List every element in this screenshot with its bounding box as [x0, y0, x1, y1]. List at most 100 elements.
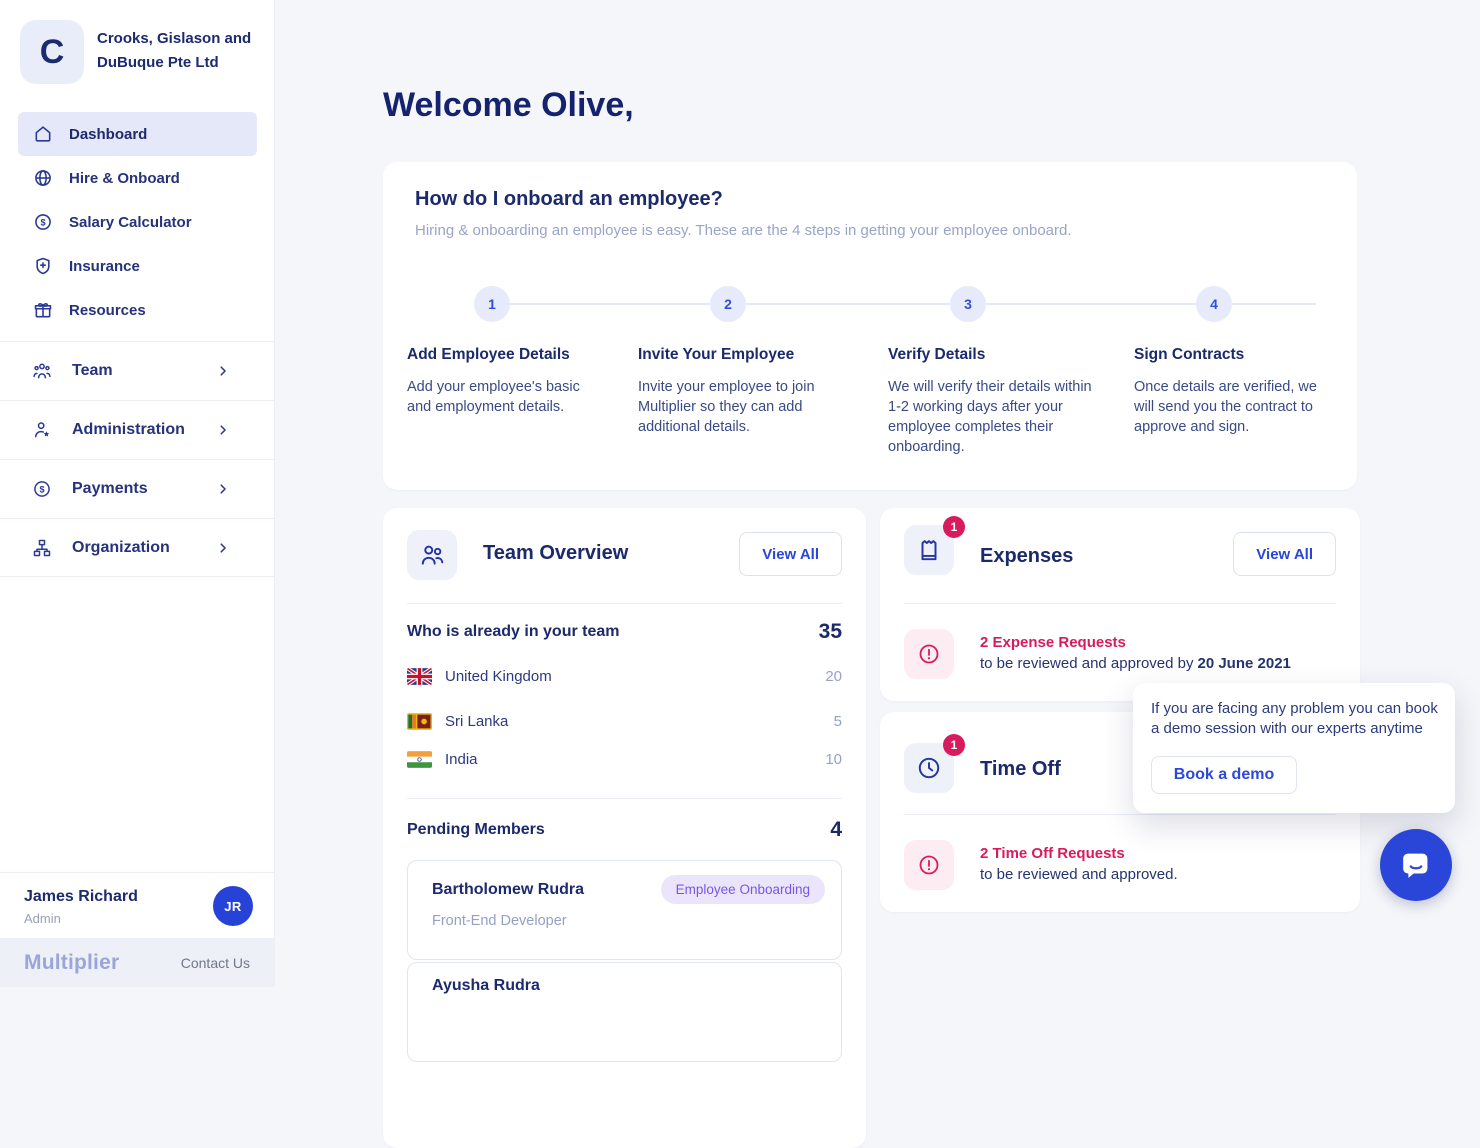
receipt-icon: 1 [904, 516, 965, 575]
step-description: We will verify their details within 1-2 … [888, 379, 1092, 455]
sidebar-item-team[interactable]: Team [0, 341, 275, 400]
pending-members-total: 4 [830, 818, 842, 841]
company-brand: C Crooks, Gislason and DuBuque Pte Ltd [20, 20, 252, 84]
sidebar-sections: Team Administration $ Payments [0, 341, 275, 577]
org-chart-icon [32, 538, 52, 558]
step-4: Sign Contracts Once details are verified… [1134, 346, 1324, 437]
team-count-label: Who is already in your team [407, 623, 620, 640]
expense-requests-link[interactable]: 2 Expense Requests [980, 634, 1126, 651]
time-off-requests-detail: to be reviewed and approved. [980, 866, 1178, 883]
primary-nav: Dashboard Hire & Onboard $ Salary Calcul… [0, 112, 275, 332]
expenses-badge: 1 [943, 516, 965, 538]
step-title: Sign Contracts [1134, 346, 1245, 363]
dollar-circle-icon: $ [33, 212, 53, 232]
sidebar-item-label: Payments [72, 480, 148, 497]
united-kingdom-flag-icon [407, 668, 432, 685]
step-title: Add Employee Details [407, 346, 570, 363]
sidebar-item-label: Resources [69, 301, 146, 319]
chevron-right-icon [216, 423, 230, 437]
book-demo-button[interactable]: Book a demo [1151, 756, 1297, 794]
sidebar-item-administration[interactable]: Administration [0, 400, 275, 459]
step-1: Add Employee Details Add your employee's… [407, 346, 587, 417]
view-all-expenses-button[interactable]: View All [1233, 532, 1336, 576]
step-description: Add your employee's basic and employment… [407, 379, 580, 415]
step-description: Once details are verified, we will send … [1134, 379, 1317, 435]
country-name: Sri Lanka [445, 713, 509, 730]
step-title: Invite Your Employee [638, 346, 795, 363]
sidebar-item-label: Hire & Onboard [69, 169, 180, 187]
pending-member-card[interactable]: Ayusha Rudra [407, 962, 842, 1062]
home-icon [33, 124, 53, 144]
expenses-title: Expenses [980, 545, 1074, 567]
pending-members-header: Pending Members 4 [407, 818, 842, 842]
demo-tooltip: If you are facing any problem you can bo… [1133, 683, 1455, 813]
onboarding-card-subtitle: Hiring & onboarding an employee is easy.… [415, 222, 1072, 239]
country-name: United Kingdom [445, 668, 552, 685]
team-overview-icon [407, 530, 457, 580]
divider [904, 814, 1336, 815]
sidebar-item-label: Administration [72, 421, 185, 438]
member-name: Ayusha Rudra [432, 977, 540, 994]
chevron-right-icon [216, 541, 230, 555]
sidebar-item-payments[interactable]: $ Payments [0, 459, 275, 518]
user-profile[interactable]: James Richard Admin JR [0, 872, 275, 938]
gift-icon [33, 300, 53, 320]
step-4-circle: 4 [1196, 286, 1232, 322]
alert-icon [904, 840, 954, 890]
country-count: 5 [833, 713, 842, 730]
globe-icon [33, 168, 53, 188]
country-row: India 10 [407, 751, 842, 768]
chevron-right-icon [216, 364, 230, 378]
divider [407, 603, 842, 604]
sidebar-item-salary-calculator[interactable]: $ Salary Calculator [18, 200, 257, 244]
time-off-title: Time Off [980, 758, 1061, 780]
expense-requests-text: to be reviewed and approved by [980, 655, 1194, 672]
divider [407, 798, 842, 799]
company-logo: C [20, 20, 84, 84]
step-connector [510, 303, 710, 305]
expense-due-date: 20 June 2021 [1197, 655, 1291, 672]
sidebar-item-dashboard[interactable]: Dashboard [18, 112, 257, 156]
alert-icon [904, 629, 954, 679]
step-2-circle: 2 [710, 286, 746, 322]
sidebar-item-label: Salary Calculator [69, 213, 192, 231]
sidebar-item-insurance[interactable]: Insurance [18, 244, 257, 288]
sidebar-item-organization[interactable]: Organization [0, 518, 275, 577]
page-title: Welcome Olive, [383, 86, 634, 124]
country-row: United Kingdom 20 [407, 668, 842, 685]
contact-us-link[interactable]: Contact Us [180, 954, 250, 971]
step-3-circle: 3 [950, 286, 986, 322]
time-off-badge: 1 [943, 734, 965, 756]
expense-requests-detail: to be reviewed and approved by 20 June 20… [980, 655, 1291, 672]
sidebar-item-label: Dashboard [69, 125, 148, 143]
user-name: James Richard [24, 888, 138, 905]
avatar: JR [213, 886, 253, 926]
chat-launcher-button[interactable] [1380, 829, 1452, 901]
person-star-icon [32, 420, 52, 440]
country-count: 10 [825, 751, 842, 768]
time-off-requests-link[interactable]: 2 Time Off Requests [980, 845, 1125, 862]
clock-icon: 1 [904, 734, 965, 793]
sidebar-item-label: Insurance [69, 257, 140, 275]
sidebar-item-label: Organization [72, 538, 170, 556]
team-overview-card: Team Overview View All Who is already in… [383, 508, 866, 1148]
sidebar-item-hire-onboard[interactable]: Hire & Onboard [18, 156, 257, 200]
member-status-badge: Employee Onboarding [660, 875, 825, 904]
step-2: Invite Your Employee Invite your employe… [638, 346, 823, 437]
step-1-circle: 1 [474, 286, 510, 322]
divider [904, 603, 1336, 604]
multiplier-logo: Multiplier [24, 950, 120, 974]
dollar-circle-icon: $ [32, 479, 52, 499]
demo-tooltip-text: If you are facing any problem you can bo… [1151, 700, 1438, 737]
view-all-team-button[interactable]: View All [739, 532, 842, 576]
country-row: Sri Lanka 5 [407, 713, 842, 730]
company-initial: C [39, 32, 65, 71]
chat-icon [1403, 853, 1428, 878]
sidebar-item-resources[interactable]: Resources [18, 288, 257, 332]
step-connector [986, 303, 1196, 305]
step-connector [746, 303, 950, 305]
pending-member-card[interactable]: Bartholomew Rudra Employee Onboarding Fr… [407, 860, 842, 960]
pending-members-label: Pending Members [407, 821, 545, 838]
sidebar-item-label: Team [72, 362, 113, 379]
expenses-card: 1 Expenses View All 2 Expense Requests t… [880, 508, 1360, 701]
